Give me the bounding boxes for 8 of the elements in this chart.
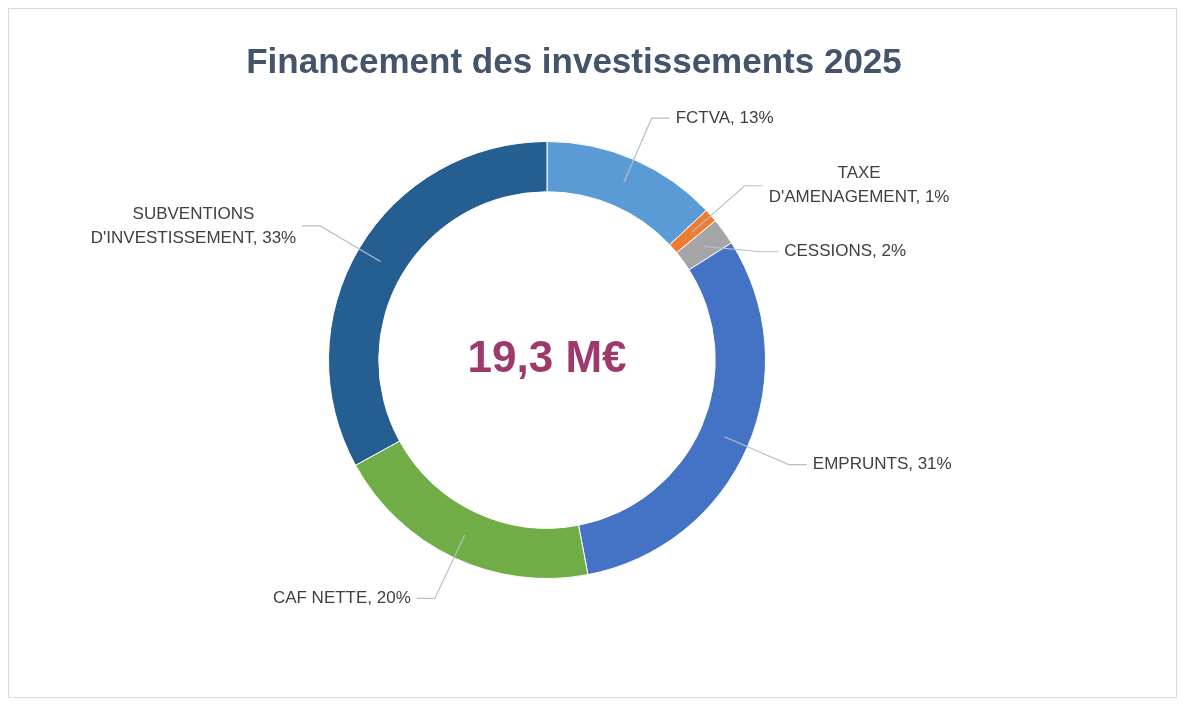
slice-label: CAF NETTE, 20% bbox=[272, 588, 411, 608]
slice-label: EMPRUNTS, 31% bbox=[812, 454, 952, 474]
slice-label: TAXE D'AMENAGEMENT, 1% bbox=[768, 163, 950, 207]
slice-label: CESSIONS, 2% bbox=[784, 241, 907, 261]
text: 19,3 M€ bbox=[467, 332, 627, 382]
slice-label: FCTVA, 13% bbox=[675, 107, 774, 127]
slice-label: SUBVENTIONS D'INVESTISSEMENT, 33% bbox=[90, 203, 297, 247]
chart-title: Financement des investissements 2025 bbox=[246, 40, 902, 80]
